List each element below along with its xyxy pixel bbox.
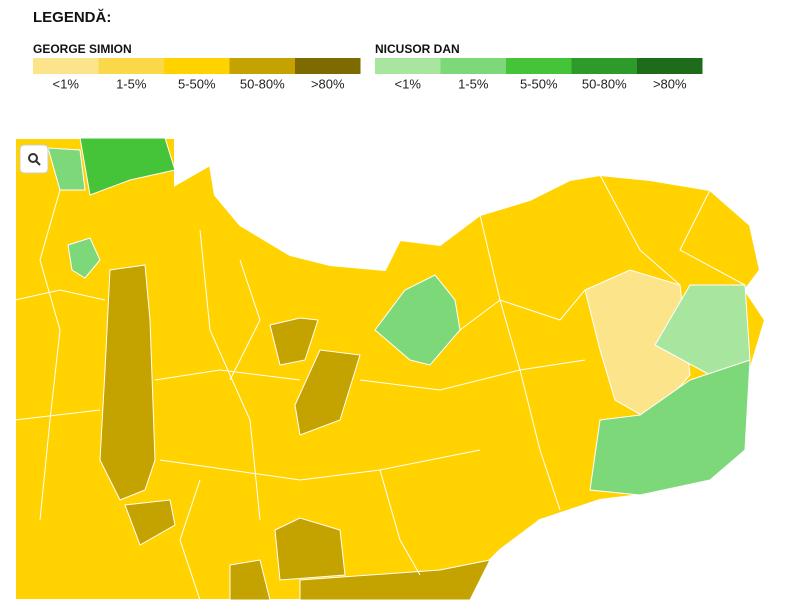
region xyxy=(294,349,361,436)
legend-swatch xyxy=(375,58,441,74)
search-icon-handle xyxy=(35,160,41,166)
legend-label: >80% xyxy=(311,76,345,91)
zoom-button[interactable] xyxy=(19,144,49,174)
legend-label: 50-80% xyxy=(240,76,285,91)
region xyxy=(589,359,751,496)
legend-swatch xyxy=(571,58,637,74)
legend-label: 5-50% xyxy=(178,76,216,91)
region xyxy=(229,559,271,600)
search-icon xyxy=(28,153,38,163)
legend-group-name: GEORGE SIMION xyxy=(33,42,132,56)
legend-swatch xyxy=(637,58,703,74)
borders xyxy=(14,174,746,600)
region xyxy=(374,274,461,366)
region xyxy=(67,237,101,279)
legend-swatch xyxy=(440,58,506,74)
legend-label: >80% xyxy=(653,76,687,91)
legend-swatch xyxy=(98,58,164,74)
region xyxy=(269,317,319,366)
legend-swatch xyxy=(164,58,230,74)
legend-swatch xyxy=(506,58,572,74)
legend-label: <1% xyxy=(395,76,422,91)
region xyxy=(654,284,751,376)
region xyxy=(47,147,86,191)
region xyxy=(124,499,176,546)
legend-label: 1-5% xyxy=(116,76,147,91)
region xyxy=(99,264,156,501)
legend-title: LEGENDĂ: xyxy=(33,9,111,26)
legend: GEORGE SIMION <1% 1-5% 5-50% 50-80% >80% NICUS… xyxy=(33,42,703,91)
legend-label: 1-5% xyxy=(458,76,489,91)
legend-label: 50-80% xyxy=(582,76,627,91)
legend-label: 5-50% xyxy=(520,76,558,91)
legend-swatch xyxy=(295,58,361,74)
legend-group-name: NICUSOR DAN xyxy=(375,42,460,56)
region xyxy=(274,517,346,581)
legend-label: <1% xyxy=(53,76,80,91)
map xyxy=(14,137,767,600)
legend-swatch xyxy=(229,58,295,74)
legend-swatch xyxy=(33,58,99,74)
region xyxy=(299,559,491,600)
region xyxy=(79,137,176,196)
